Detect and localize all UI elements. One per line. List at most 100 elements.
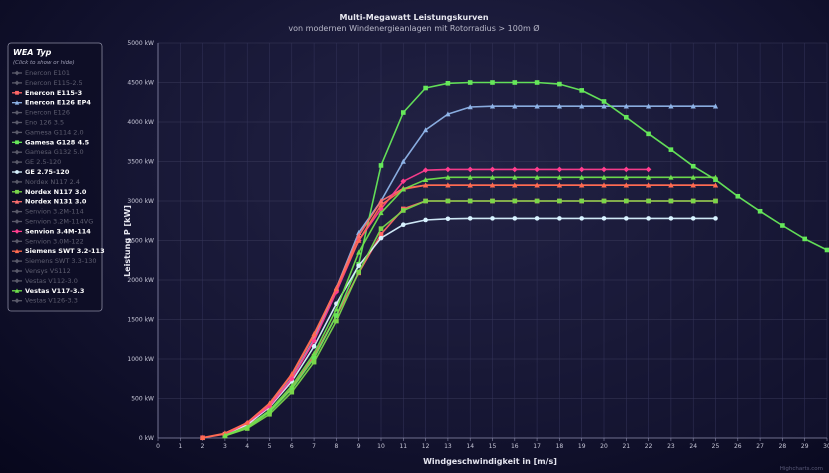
legend-item-nordex-n117-2-4[interactable]: Nordex N117 2.4: [12, 178, 80, 186]
legend-item-gamesa-g114-2-0[interactable]: Gamesa G114 2.0: [12, 128, 84, 136]
series-vestas-v117-3-3: [222, 174, 719, 438]
legend-symbol-marker: [14, 149, 20, 155]
x-tick-label: 26: [734, 443, 742, 450]
data-point: [200, 434, 206, 440]
legend-symbol-marker: [14, 70, 20, 76]
data-point: [690, 182, 696, 188]
legend-item-label: Vestas V117-3.3: [25, 287, 84, 295]
legend-symbol-marker: [14, 209, 20, 214]
legend-symbol-marker: [14, 110, 20, 115]
data-point: [334, 313, 339, 318]
y-tick-label: 3500 kW: [127, 159, 154, 166]
data-point: [534, 182, 540, 188]
x-axis-title: Windgeschwindigkeit in [m/s]: [423, 457, 557, 466]
data-point: [311, 355, 317, 361]
data-point: [713, 216, 718, 221]
legend-item-nordex-n117-3-0[interactable]: Nordex N117 3.0: [12, 188, 87, 196]
legend-item-vestas-v112-3-0[interactable]: Vestas V112-3.0: [12, 277, 78, 285]
legend-item-senvion-3-0m-122[interactable]: Senvion 3.0M-122: [12, 237, 84, 245]
data-point: [623, 174, 629, 180]
data-point: [690, 174, 696, 180]
legend-item-enercon-e115-2-5[interactable]: Enercon E115-2.5: [12, 79, 83, 87]
data-point: [690, 163, 696, 169]
legend-item-vensys-vs112[interactable]: Vensys VS112: [12, 267, 71, 275]
data-point: [423, 85, 428, 91]
legend-item-label: Enercon E115-2.5: [25, 79, 83, 87]
chart-title: Multi-Megawatt Leistungskurven: [339, 13, 488, 22]
data-point: [578, 166, 585, 173]
legend-symbol-marker: [15, 140, 19, 145]
data-point: [690, 198, 696, 204]
legend-item-vestas-v126-3-3[interactable]: Vestas V126-3.3: [12, 297, 78, 305]
legend-item-label: Senvion 3.4M-114: [25, 227, 91, 235]
data-point: [623, 182, 629, 188]
x-tick-label: 9: [357, 443, 361, 450]
data-point: [400, 178, 407, 185]
legend-item-enercon-e115-3[interactable]: Enercon E115-3: [12, 89, 82, 97]
legend-item-enercon-e101[interactable]: Enercon E101: [12, 69, 70, 77]
legend-symbol-marker: [14, 298, 20, 304]
x-tick-label: 25: [712, 443, 720, 450]
data-point: [824, 247, 829, 253]
legend-item-senvion-3-4m-114[interactable]: Senvion 3.4M-114: [12, 227, 91, 235]
data-point: [512, 182, 518, 188]
data-point: [244, 424, 250, 430]
data-point: [401, 222, 406, 227]
data-point: [311, 344, 317, 349]
series-layer: [200, 80, 829, 441]
x-tick-label: 17: [533, 443, 541, 450]
x-tick-label: 11: [399, 443, 407, 450]
data-point: [557, 216, 562, 221]
legend-item-siemens-swt-3-2-113[interactable]: Siemens SWT 3.2-113: [12, 247, 105, 255]
x-tick-label: 12: [422, 443, 430, 450]
data-point: [512, 80, 518, 85]
data-point: [400, 158, 406, 164]
data-point: [356, 237, 362, 243]
data-point: [601, 216, 607, 221]
legend-item-label: Vestas V112-3.0: [25, 277, 78, 285]
legend-item-gamesa-g128-4-5[interactable]: Gamesa G128 4.5: [12, 138, 90, 146]
legend-item-enercon-e126-ep4[interactable]: Enercon E126 EP4: [12, 99, 91, 107]
data-point: [266, 407, 273, 413]
y-tick-label: 2500 kW: [127, 238, 154, 245]
legend-item-nordex-n131-3-0[interactable]: Nordex N131 3.0: [12, 198, 87, 206]
legend-item-label: Nordex N117 2.4: [25, 178, 80, 186]
data-point: [735, 193, 741, 199]
legend-item-senvion-3-2m-114[interactable]: Senvion 3.2M-114: [12, 208, 84, 216]
x-tick-label: 15: [489, 443, 497, 450]
data-point: [423, 217, 428, 223]
data-point: [467, 182, 473, 188]
legend-item-siemens-swt-3-3-130[interactable]: Siemens SWT 3.3-130: [12, 257, 97, 265]
data-point: [757, 208, 763, 214]
data-point: [445, 166, 451, 173]
legend-item-label: Enercon E126: [25, 109, 70, 117]
legend-item-label: Gamesa G114 2.0: [25, 128, 84, 136]
data-point: [356, 249, 362, 255]
data-point: [378, 226, 384, 231]
legend-item-gamesa-g132-5-0[interactable]: Gamesa G132 5.0: [12, 148, 84, 156]
x-tick-label: 16: [511, 443, 519, 450]
data-point: [378, 202, 384, 208]
data-point: [712, 103, 719, 109]
data-point: [400, 186, 406, 192]
legend-item-ge-2-75-120[interactable]: GE 2.75-120: [12, 168, 70, 176]
legend-box: [7, 42, 103, 312]
data-point: [579, 88, 584, 93]
legend-item-vestas-v117-3-3[interactable]: Vestas V117-3.3: [12, 287, 84, 295]
data-point: [512, 216, 518, 221]
x-tick-label: 20: [600, 443, 608, 450]
data-point: [601, 99, 607, 104]
legend-item-enercon-e126[interactable]: Enercon E126: [12, 109, 70, 117]
series-line-senvion-3-4m-114: [224, 168, 649, 436]
data-point: [624, 216, 629, 221]
x-tick-label: 28: [779, 443, 787, 450]
legend-symbol-marker: [14, 258, 20, 264]
x-tick-label: 6: [290, 443, 294, 450]
x-tick-label: 10: [377, 443, 385, 450]
legend-item-eno-126-3-5[interactable]: Eno 126 3.5: [12, 119, 64, 127]
legend-item-senvion-3-2m-114vg[interactable]: Senvion 3.2M-114VG: [12, 218, 93, 226]
legend-item-ge-2-5-120[interactable]: GE 2.5-120: [12, 158, 61, 166]
series-nordex-n117-3-0: [222, 198, 718, 439]
